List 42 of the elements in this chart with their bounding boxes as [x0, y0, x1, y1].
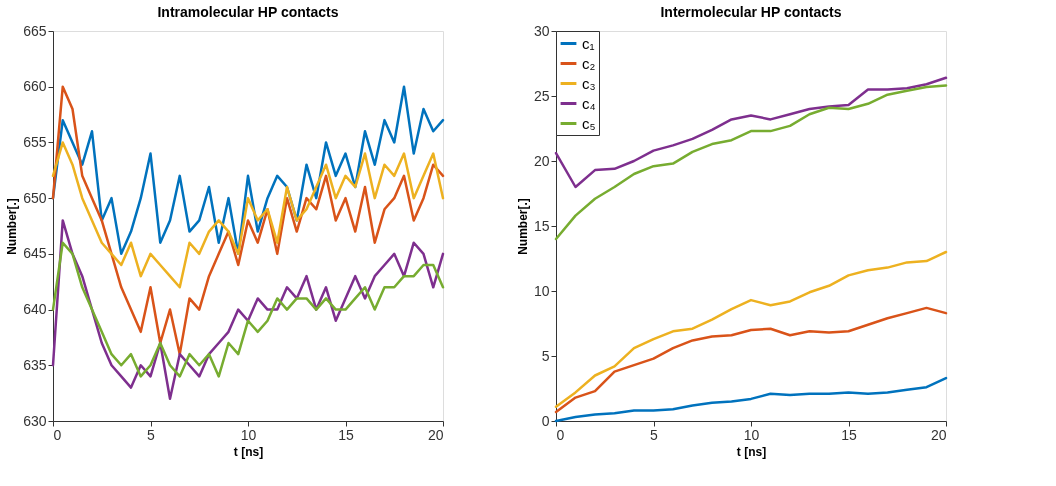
y-axis-title: Number[.] [515, 198, 530, 255]
legend-label: c₄ [582, 94, 596, 112]
line-series [554, 250, 948, 408]
y-tick-label: 665 [23, 22, 47, 39]
line-series [554, 306, 948, 414]
y-tick-label: 655 [23, 133, 47, 150]
y-tick-label: 640 [23, 301, 47, 318]
x-tick-label: 0 [556, 426, 565, 443]
y-tick-label: 15 [533, 217, 550, 234]
y-tick-label: 630 [23, 412, 47, 429]
y-tick-label: 645 [23, 245, 47, 262]
y-tick-label: 10 [533, 282, 550, 299]
y-tick-label: 660 [23, 78, 47, 95]
x-tick-label: 5 [147, 426, 156, 443]
legend-label: c₁ [582, 34, 595, 52]
x-tick-label: 5 [650, 426, 659, 443]
chart-title: Intramolecular HP contacts [157, 4, 339, 20]
x-tick-label: 20 [930, 426, 947, 443]
x-tick-label: 20 [427, 426, 444, 443]
x-tick-label: 10 [743, 426, 760, 443]
x-tick-label: 0 [53, 426, 62, 443]
x-axis-title: t [ns] [233, 444, 264, 459]
x-tick-label: 10 [240, 426, 257, 443]
legend-label: c₃ [582, 74, 596, 92]
chart-title: Intermolecular HP contacts [660, 4, 842, 20]
legend-label: c₅ [582, 114, 596, 132]
y-tick-label: 650 [23, 189, 47, 206]
line-series [51, 85, 445, 356]
y-tick-label: 0 [541, 412, 550, 429]
x-axis-title: t [ns] [736, 444, 767, 459]
line-series [51, 241, 445, 378]
x-tick-label: 15 [841, 426, 857, 443]
y-tick-label: 5 [541, 347, 550, 364]
y-axis-title: Number[.] [5, 198, 20, 255]
y-tick-label: 30 [533, 22, 550, 39]
y-tick-label: 25 [533, 87, 550, 104]
line-series [51, 141, 445, 289]
line-series [554, 76, 948, 189]
y-tick-label: 635 [23, 356, 47, 373]
legend-label: c₂ [582, 54, 596, 72]
y-tick-label: 20 [533, 152, 550, 169]
x-tick-label: 15 [338, 426, 354, 443]
